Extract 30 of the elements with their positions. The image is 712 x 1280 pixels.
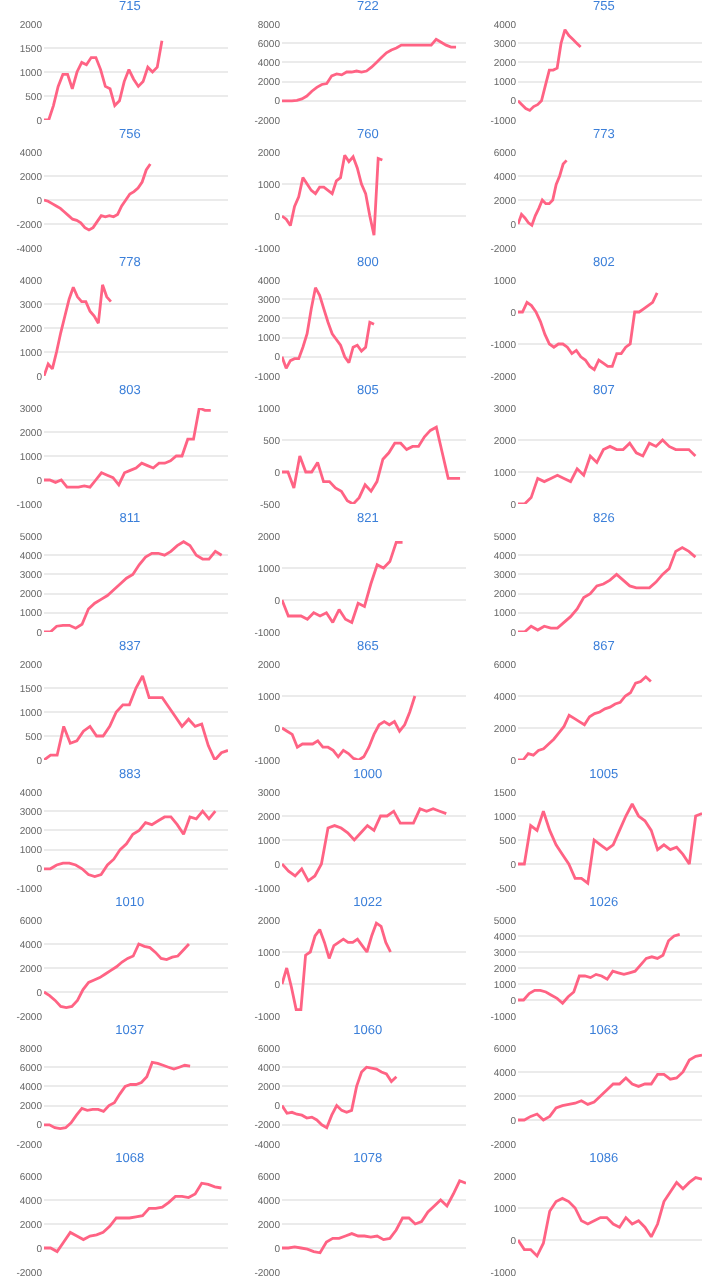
line-series bbox=[518, 933, 682, 1005]
line-series bbox=[281, 1179, 466, 1255]
line-series bbox=[281, 541, 404, 624]
line-series bbox=[281, 694, 416, 760]
line-series bbox=[281, 1065, 397, 1130]
line-series bbox=[518, 28, 583, 112]
line-series bbox=[281, 37, 457, 103]
line-series bbox=[281, 286, 375, 370]
line-series bbox=[518, 159, 569, 227]
line-series bbox=[518, 546, 698, 632]
line-series bbox=[281, 921, 392, 1011]
line-series bbox=[518, 1053, 703, 1122]
line-series bbox=[44, 1061, 192, 1131]
line-series bbox=[518, 1176, 703, 1258]
line-series bbox=[281, 807, 447, 883]
line-series bbox=[44, 674, 228, 760]
line-series bbox=[44, 540, 224, 632]
line-series bbox=[44, 809, 217, 878]
line-series bbox=[518, 291, 659, 371]
line-series bbox=[44, 162, 152, 232]
line-series bbox=[44, 408, 213, 489]
line-series bbox=[518, 438, 698, 504]
line-series bbox=[518, 802, 703, 885]
line-series bbox=[44, 1181, 223, 1253]
line-series bbox=[44, 942, 191, 1009]
line-series bbox=[281, 153, 383, 237]
line-series bbox=[281, 425, 461, 504]
line-series bbox=[518, 675, 653, 760]
line-series bbox=[44, 39, 164, 120]
line-series bbox=[44, 283, 113, 376]
